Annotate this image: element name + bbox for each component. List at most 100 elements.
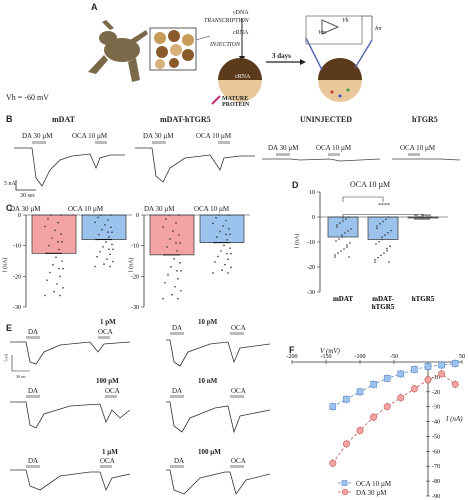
c-point — [222, 225, 224, 227]
c-point — [99, 251, 101, 253]
holding-potential: Vh = -60 mV — [6, 93, 49, 102]
d-ytick-label: -30 — [307, 290, 315, 296]
d-category-label: mDAT — [333, 295, 353, 303]
f-point — [424, 376, 432, 384]
d-point — [427, 214, 429, 216]
c-point — [58, 267, 60, 270]
panel-label-b: B — [6, 114, 13, 124]
f-point — [329, 403, 337, 410]
c-bar — [149, 214, 195, 256]
e-oca-4: OCA — [231, 387, 246, 395]
frog-illustration — [88, 20, 148, 82]
c-point — [228, 228, 230, 230]
c-point — [227, 272, 229, 274]
e-da-4: DA — [172, 387, 183, 395]
c-point — [225, 233, 227, 236]
trace-title-uninjected: UNINJECTED — [300, 115, 353, 124]
d-point — [374, 261, 376, 263]
d-point — [423, 214, 425, 216]
d-point — [336, 226, 338, 228]
d-point — [349, 242, 351, 244]
c-point — [49, 271, 51, 274]
c-point — [227, 258, 229, 260]
c-point — [102, 246, 104, 248]
c-point — [180, 289, 182, 292]
oocyte-cluster — [154, 30, 194, 69]
d-point — [335, 240, 337, 242]
c-point — [57, 241, 59, 243]
e-da-2: DA — [172, 324, 183, 332]
d-point — [390, 229, 392, 232]
trace-da-label-1: DA 30 µM — [22, 132, 53, 140]
c-point — [221, 269, 223, 272]
d-point — [346, 246, 348, 248]
d-point — [350, 228, 352, 230]
f-legend-da: DA 30 µM — [356, 489, 387, 497]
c-point — [177, 277, 179, 280]
d-ytick-label: 0 — [312, 215, 315, 221]
c-point — [111, 231, 113, 233]
panel-d-chart: 10 0 -10 -20 -30 mDAT mDAT-hTGR5 hTGR5 — [307, 190, 448, 311]
c-point — [170, 266, 172, 268]
d-point — [429, 214, 431, 216]
c-ytick-label: -10 — [13, 244, 21, 250]
c-point — [112, 260, 114, 263]
d-point — [348, 256, 350, 258]
f-ytick-label: -20 — [432, 390, 440, 396]
f-point — [356, 426, 364, 434]
d-title: OCA 10 µM — [350, 180, 391, 189]
d-point — [336, 224, 338, 226]
scale-e-x: 30 sec — [16, 374, 27, 379]
trace-oca-label-3: OCA 10 µM — [316, 144, 352, 152]
c-point — [212, 272, 214, 274]
c-ytick-label: 0 — [18, 213, 21, 219]
c-point — [173, 258, 175, 260]
c-point — [112, 248, 114, 251]
c-bar — [31, 214, 77, 254]
c-point — [220, 250, 222, 252]
c-point — [174, 285, 176, 288]
f-point — [342, 440, 350, 448]
c-point — [166, 246, 168, 248]
d-point — [347, 230, 349, 232]
c-point — [109, 265, 111, 268]
f-point — [370, 381, 377, 388]
trace-da-label-2: DA 30 µM — [143, 132, 174, 140]
traces-b — [14, 141, 461, 191]
d-point — [342, 220, 344, 222]
f-ytick-label: -40 — [432, 420, 440, 426]
panel-label-e: E — [6, 323, 13, 333]
d-point — [418, 218, 420, 220]
c-point — [106, 258, 108, 260]
c-point — [44, 225, 46, 228]
label-vh: Vh — [342, 18, 349, 24]
d-point — [425, 214, 427, 216]
d-point — [340, 250, 342, 252]
c-ytick-label: -30 — [13, 305, 21, 311]
d-point — [383, 252, 385, 254]
e-da-3: DA — [28, 387, 39, 395]
f-legend-marker — [341, 488, 349, 496]
d-point — [343, 248, 345, 250]
e-conc-3: 100 pM — [96, 377, 119, 385]
d-point — [346, 244, 348, 246]
c-point — [107, 219, 109, 221]
c-da-label-2: DA 30 µM — [144, 205, 175, 213]
c-point — [62, 287, 64, 289]
c-point — [46, 279, 48, 281]
c-point — [178, 234, 180, 236]
f-series-line — [332, 373, 456, 464]
c-point — [108, 236, 110, 238]
c-point — [101, 228, 103, 231]
label-crna: cRNA — [233, 30, 249, 36]
c-point — [230, 252, 232, 255]
d-point — [334, 256, 336, 258]
e-conc-4: 10 nM — [198, 377, 218, 385]
trace-da-label-3: DA 30 µM — [268, 144, 299, 152]
d-point — [414, 218, 416, 220]
c-point — [226, 252, 228, 255]
d-point — [376, 225, 378, 227]
c-point — [223, 244, 225, 247]
c-point — [105, 241, 107, 243]
